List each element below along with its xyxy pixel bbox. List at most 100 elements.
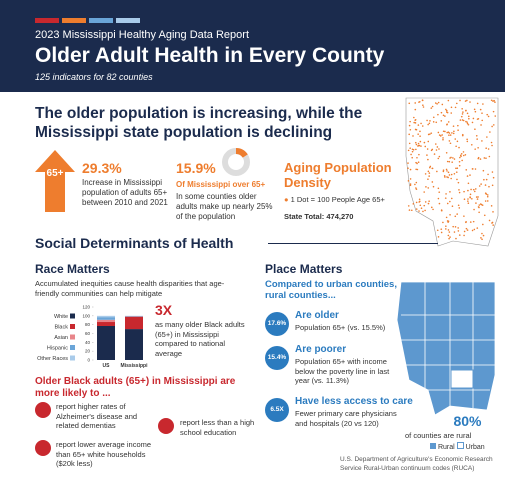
map-dot [409, 184, 412, 187]
map-dot [437, 187, 440, 190]
map-dot [488, 219, 491, 222]
map-dot [434, 143, 437, 145]
map-dot [428, 200, 430, 202]
map-dot [408, 142, 411, 145]
item-text: Population 65+ with income below the pov… [295, 357, 390, 385]
stat-value: 15.9% [176, 160, 216, 176]
map-dot [451, 161, 453, 163]
map-dot [436, 146, 439, 148]
map-dot [465, 221, 467, 224]
map-dot [408, 102, 411, 105]
map-dot [436, 170, 438, 173]
legend-swatch [70, 313, 75, 319]
map-dot [457, 230, 460, 232]
map-dot [453, 130, 455, 133]
map-dot [419, 204, 422, 207]
place-heading: Place Matters [265, 262, 343, 276]
map-dot [454, 215, 457, 218]
map-dot [417, 142, 420, 145]
place-subheading: Compared to urban counties, rural counti… [265, 279, 397, 301]
county-lines [401, 282, 495, 408]
map-dot [465, 227, 468, 230]
map-dot [480, 183, 482, 185]
map-dot [461, 119, 464, 121]
map-dot [467, 200, 469, 202]
map-dot [417, 133, 419, 135]
y-tick-label: 20 [85, 349, 91, 354]
map-dot [422, 210, 424, 213]
map-dot [414, 102, 416, 104]
map-dot [461, 134, 464, 137]
map-dot [454, 106, 457, 109]
map-dot [430, 206, 433, 209]
legend-label: Black [55, 325, 69, 331]
map-dot [441, 134, 443, 136]
map-dot [458, 234, 461, 236]
map-dot [448, 237, 450, 240]
map-dot [426, 119, 428, 122]
map-dot [429, 166, 431, 169]
map-dot [494, 101, 496, 103]
map-dot [422, 106, 425, 108]
map-dot [488, 185, 490, 188]
map-dot [478, 211, 480, 214]
legend-swatch [70, 334, 75, 340]
bar-segment [97, 319, 115, 323]
map-dot [482, 234, 485, 237]
map-dot [475, 134, 478, 137]
map-dot [491, 144, 493, 147]
map-dot [441, 103, 444, 106]
map-dot [491, 171, 494, 173]
map-dot [463, 230, 466, 233]
map-dot [434, 102, 437, 104]
map-dot [437, 197, 440, 200]
map-dot [458, 164, 461, 167]
map-dot [427, 140, 430, 143]
map-dot [421, 99, 424, 102]
map-dot [414, 141, 417, 144]
map-dot [412, 135, 414, 137]
map-dot [481, 119, 484, 122]
map-dot [483, 178, 485, 181]
map-dot [477, 157, 480, 160]
map-dot [471, 229, 474, 232]
map-dot [487, 148, 490, 150]
map-dot [440, 120, 443, 122]
map-dot [425, 186, 427, 188]
map-dot [477, 117, 480, 120]
map-dot [418, 210, 420, 212]
map-dot [440, 228, 443, 230]
map-dot [469, 174, 471, 176]
icon [158, 418, 174, 434]
map-dot [456, 178, 458, 181]
map-dot [416, 168, 419, 171]
bar-segment [97, 322, 115, 326]
map-dot [447, 131, 450, 133]
title: Older Adult Health in Every County [35, 44, 385, 67]
map-dot [411, 148, 414, 151]
item-text: report less than a high school education [180, 418, 255, 437]
map-dot [446, 202, 449, 205]
map-dot [415, 187, 417, 189]
map-dot [440, 209, 443, 211]
map-dot [442, 169, 445, 171]
map-dot [494, 115, 497, 117]
map-dot [446, 123, 448, 126]
rule [268, 243, 438, 244]
map-dot [478, 185, 481, 187]
stat-value: 3X [155, 302, 173, 318]
map-dot [408, 209, 411, 211]
map-dot [484, 192, 487, 195]
item-text: report lower average income than 65+ whi… [56, 440, 152, 468]
map-dot [438, 202, 441, 205]
map-dot [444, 197, 447, 199]
map-dot [447, 99, 450, 102]
map-dot [449, 213, 451, 216]
map-dot [447, 121, 450, 123]
map-dot [442, 221, 444, 224]
map-dot [414, 183, 416, 186]
legend-label: White [54, 314, 68, 320]
map-dot [442, 138, 444, 141]
map-dot [409, 128, 412, 131]
map-dot [450, 106, 453, 109]
